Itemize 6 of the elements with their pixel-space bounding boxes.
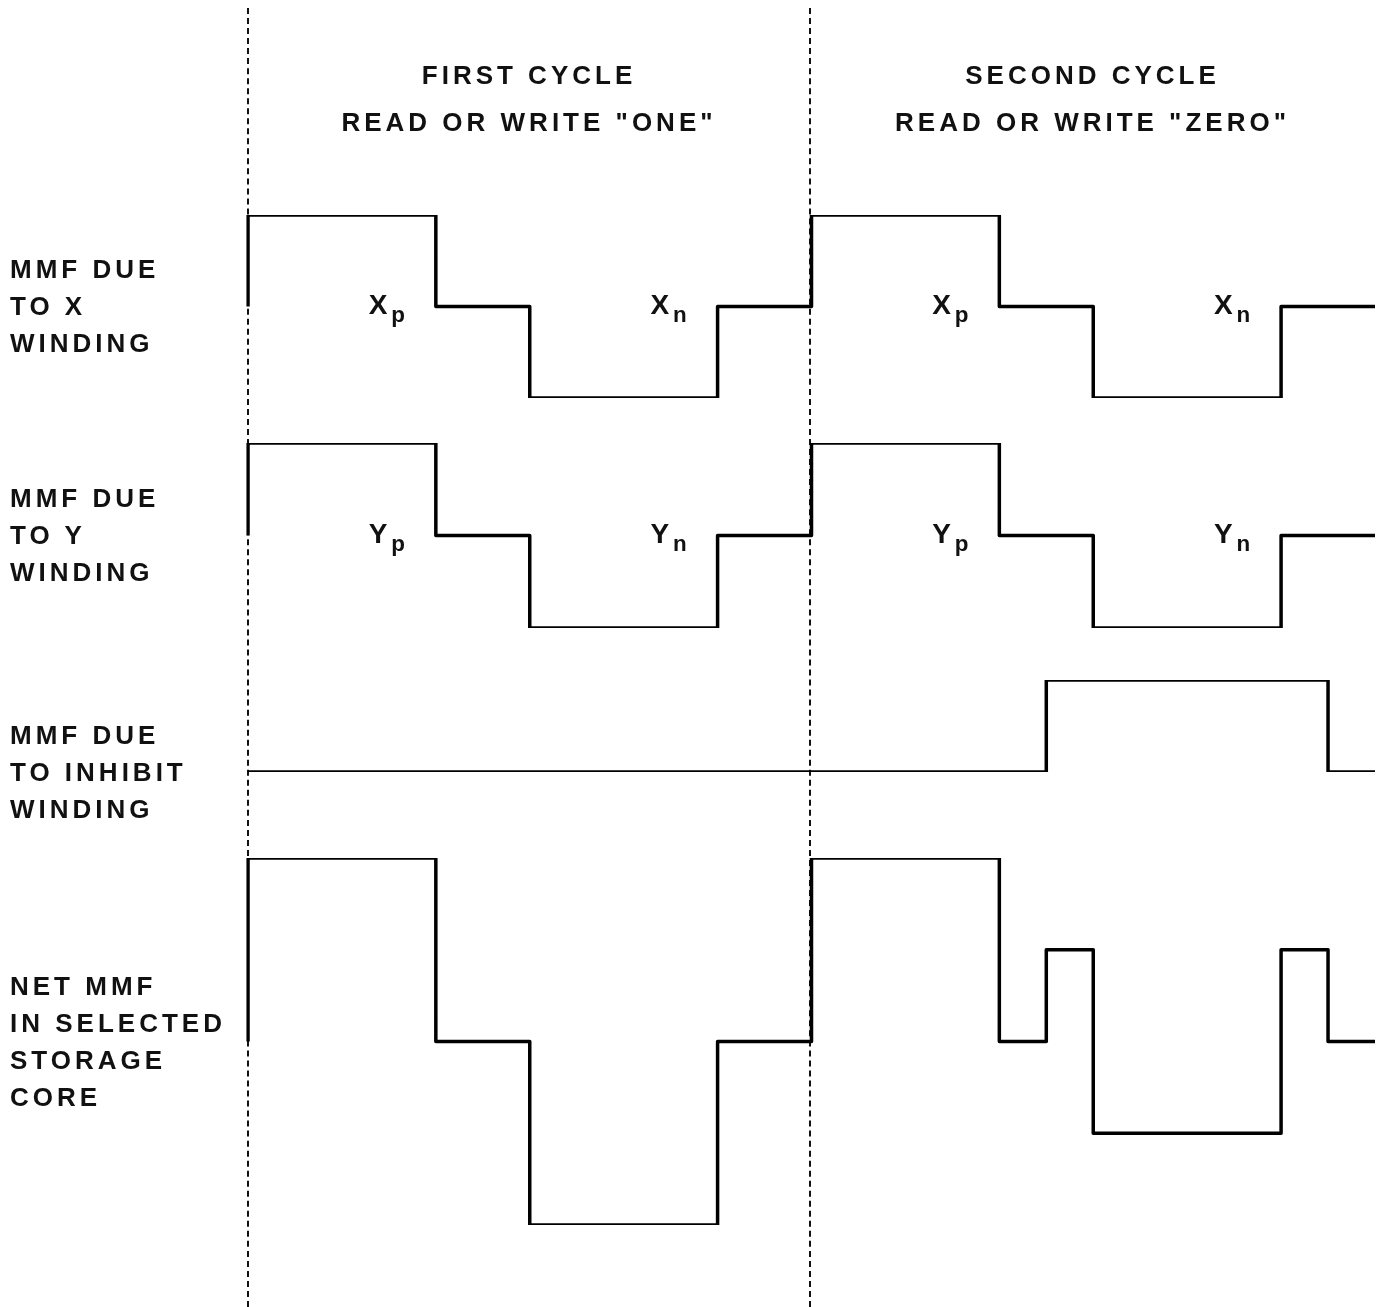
y-axis-title: MMF DUE TO X WINDING — [10, 253, 161, 360]
text: FIRST CYCLE READ OR WRITE "ONE" — [341, 59, 717, 139]
y-axis-title: MMF DUE TO Y WINDING — [10, 482, 161, 589]
text: SECOND CYCLE READ OR WRITE "ZERO" — [895, 59, 1290, 139]
y-axis-title: NET MMF IN SELECTED STORAGE CORE — [10, 969, 227, 1114]
y-axis-title: MMF DUE TO INHIBIT WINDING — [10, 718, 188, 826]
